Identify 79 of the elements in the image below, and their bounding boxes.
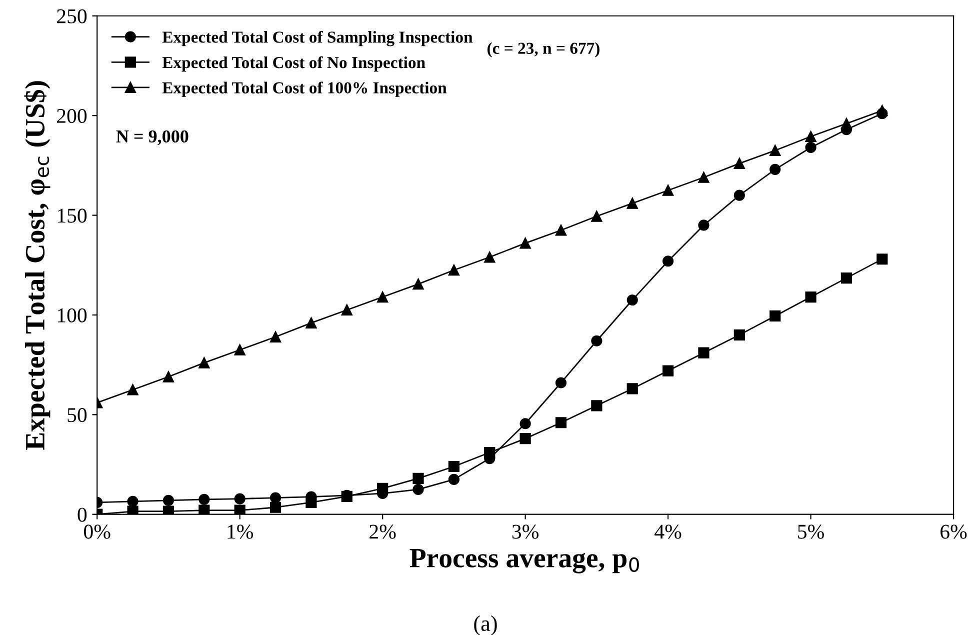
point: [734, 329, 745, 340]
point: [412, 472, 424, 484]
point: [484, 252, 496, 263]
point: [805, 291, 816, 303]
point: [555, 417, 567, 428]
point: [520, 418, 531, 430]
x-tick-label: 1%: [228, 524, 254, 539]
point: [555, 377, 567, 388]
x-tick-label: 2%: [370, 524, 396, 539]
point: [662, 256, 674, 267]
x-axis-title: Process average, p$_{0}$: [410, 548, 639, 574]
point: [377, 291, 388, 303]
point: [234, 344, 246, 356]
point: [270, 502, 282, 513]
y-tick-label: 200: [57, 108, 87, 124]
point: [198, 504, 210, 514]
legend-label: Expected Total Cost of 100% Inspection: [162, 82, 447, 97]
point: [698, 347, 710, 358]
point: [591, 335, 602, 346]
x-tick-label: 0%: [84, 524, 110, 539]
point: [770, 310, 781, 322]
point: [876, 105, 888, 116]
point: [626, 294, 638, 306]
x-tick-label: 6%: [940, 524, 967, 539]
point: [734, 190, 745, 201]
point: [734, 158, 745, 169]
annotation: (c = 23, n = 677): [488, 42, 600, 58]
point: [306, 317, 317, 328]
point: [234, 493, 246, 504]
annotation: N = 9,000: [116, 130, 188, 146]
point: [162, 506, 174, 514]
point: [306, 496, 317, 508]
y-tick-label: 100: [58, 308, 87, 322]
point: [198, 357, 210, 368]
point: [127, 506, 138, 514]
point: [698, 220, 710, 231]
point: [127, 496, 138, 507]
point: [448, 460, 460, 472]
point: [198, 494, 210, 505]
y-axis-title: Expected Total Cost, φ$_{ec}$ (US$): [24, 81, 50, 450]
point: [662, 184, 674, 196]
y-tick-label: 150: [58, 208, 87, 223]
point: [412, 278, 424, 290]
y-tick-label: 250: [57, 9, 87, 24]
point: [805, 130, 816, 142]
point: [626, 198, 638, 209]
point: [770, 164, 781, 175]
point: [698, 172, 710, 183]
point: [555, 224, 567, 236]
point: [662, 365, 674, 376]
point: [840, 118, 852, 130]
point: [876, 254, 888, 265]
point: [520, 238, 531, 249]
x-tick-label: 3%: [512, 524, 538, 539]
point: [412, 484, 424, 495]
point: [162, 371, 174, 382]
point: [162, 494, 174, 506]
point: [484, 446, 496, 458]
legend-label: Expected Total Cost of No Inspection: [162, 56, 426, 72]
point: [591, 210, 602, 222]
point: [840, 272, 852, 284]
point: [448, 264, 460, 276]
point: [591, 400, 602, 412]
y-tick-label: 0: [78, 508, 87, 522]
point: [448, 474, 460, 486]
point: [127, 384, 138, 396]
point: [234, 504, 246, 514]
y-tick-label: 50: [68, 408, 87, 422]
point: [520, 433, 531, 444]
x-tick-label: 5%: [798, 524, 824, 539]
legend-label: Expected Total Cost of Sampling Inspection: [162, 30, 473, 46]
point: [270, 492, 282, 504]
point: [805, 142, 816, 154]
point: [770, 144, 781, 156]
x-tick-label: 4%: [654, 524, 682, 539]
point: [341, 304, 352, 316]
point: [377, 482, 388, 494]
point: [626, 383, 638, 394]
point: [270, 331, 282, 342]
